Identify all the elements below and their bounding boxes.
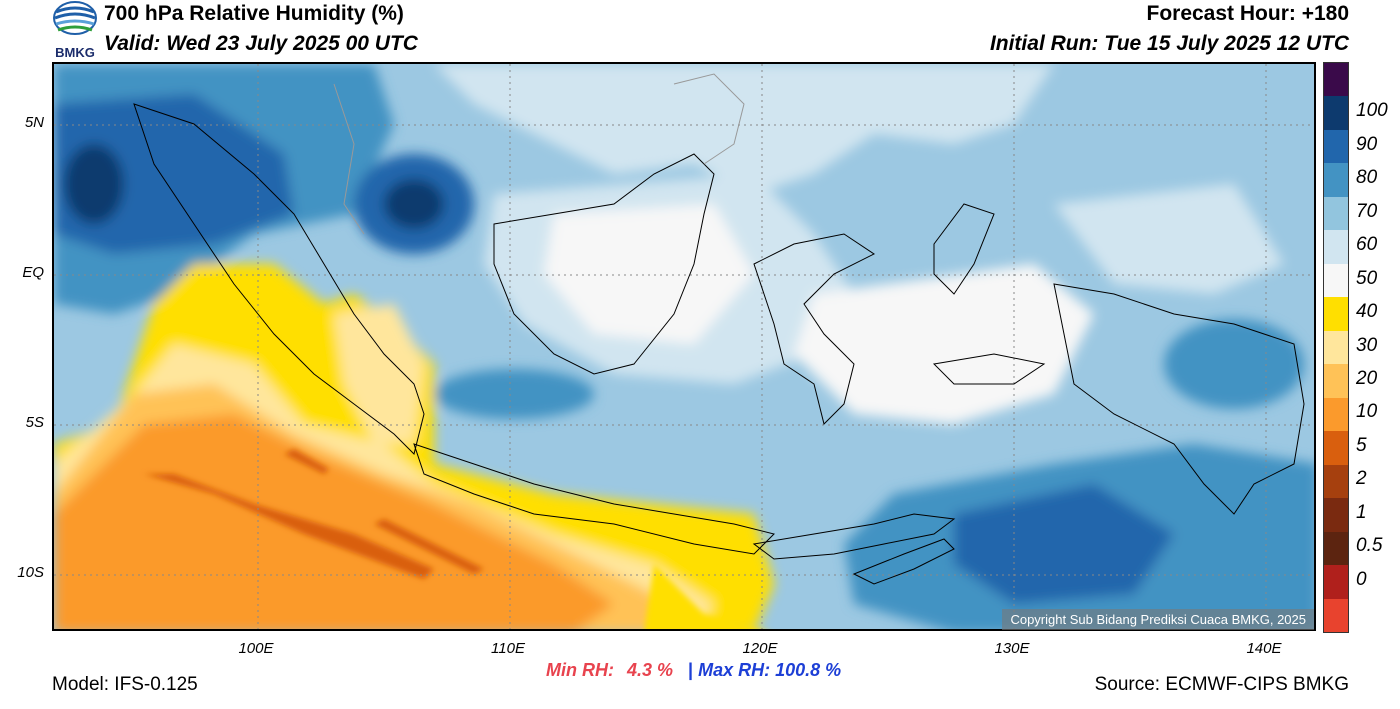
colorbar-swatch: [1324, 598, 1348, 632]
chart-title: 700 hPa Relative Humidity (%): [104, 2, 404, 25]
data-source: Source: ECMWF-CIPS BMKG: [1094, 674, 1349, 695]
svg-text:BMKG: BMKG: [55, 45, 95, 60]
colorbar-swatch: [1324, 364, 1348, 398]
colorbar-swatch: [1324, 230, 1348, 264]
lat-label-5n: 5N: [24, 114, 44, 131]
model-name: Model: IFS-0.125: [52, 674, 198, 695]
humidity-map: [52, 62, 1316, 631]
colorbar-label: 5: [1356, 434, 1367, 456]
colorbar-swatch: [1324, 431, 1348, 465]
colorbar: [1323, 62, 1349, 633]
colorbar-swatch: [1324, 196, 1348, 231]
colorbar-label: 1: [1356, 501, 1367, 523]
colorbar-swatch: [1324, 498, 1348, 532]
colorbar-swatch: [1324, 565, 1348, 599]
colorbar-label: 80: [1356, 167, 1378, 189]
max-rh-label: Max RH:: [698, 660, 771, 680]
colorbar-label: 60: [1356, 234, 1378, 256]
lon-label-100e: 100E: [238, 640, 274, 657]
lat-label-eq: EQ: [22, 264, 44, 281]
max-rh-value: 100.8 %: [775, 660, 842, 680]
colorbar-swatch: [1324, 129, 1348, 164]
min-max-rh: Min RH: 4.3 % | Max RH: 100.8 %: [546, 660, 841, 681]
min-rh-value: 4.3 %: [627, 660, 674, 680]
valid-time: Valid: Wed 23 July 2025 00 UTC: [104, 32, 418, 55]
colorbar-label: 90: [1356, 133, 1378, 155]
colorbar-label: 0: [1356, 568, 1367, 590]
colorbar-label: 0.5: [1356, 535, 1383, 557]
lon-label-120e: 120E: [742, 640, 778, 657]
colorbar-swatch: [1324, 397, 1348, 432]
initial-run: Initial Run: Tue 15 July 2025 12 UTC: [989, 32, 1349, 55]
colorbar-swatch: [1324, 163, 1348, 197]
colorbar-swatch: [1324, 531, 1348, 566]
colorbar-swatch: [1324, 330, 1348, 365]
colorbar-label: 50: [1356, 267, 1378, 289]
forecast-hour: Forecast Hour: +180: [1146, 2, 1350, 25]
colorbar-label: 20: [1356, 367, 1378, 389]
colorbar-label: 10: [1356, 401, 1378, 423]
lat-label-5s: 5S: [25, 414, 44, 431]
colorbar-label: 40: [1356, 301, 1378, 323]
colorbar-swatch: [1324, 464, 1348, 499]
colorbar-swatch: [1324, 297, 1348, 331]
lon-label-110e: 110E: [491, 640, 525, 657]
colorbar-swatch: [1324, 96, 1348, 130]
min-max-separator: |: [688, 660, 694, 680]
colorbar-swatch: [1324, 63, 1348, 97]
bmkg-logo: BMKG: [52, 0, 98, 60]
colorbar-swatch: [1324, 263, 1348, 298]
min-rh-label: Min RH:: [546, 660, 614, 680]
colorbar-label: 2: [1356, 468, 1367, 490]
copyright-note: Copyright Sub Bidang Prediksi Cuaca BMKG…: [1002, 609, 1314, 630]
lat-label-10s: 10S: [17, 564, 44, 581]
lon-label-130e: 130E: [994, 640, 1030, 657]
lon-label-140e: 140E: [1246, 640, 1282, 657]
colorbar-label: 30: [1356, 334, 1378, 356]
colorbar-label: 100: [1356, 100, 1388, 122]
colorbar-label: 70: [1356, 200, 1378, 222]
